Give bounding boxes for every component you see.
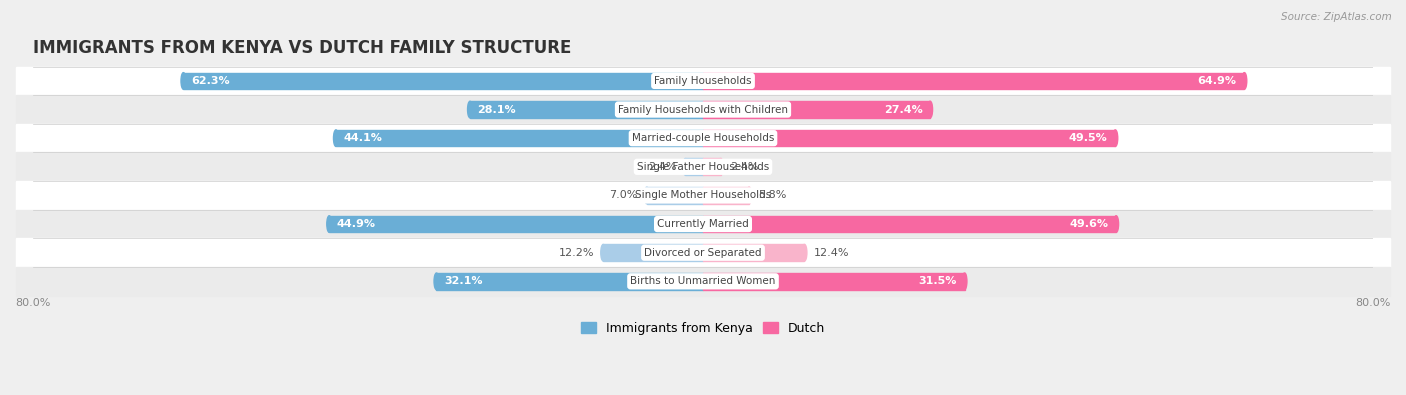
- Text: 32.1%: 32.1%: [444, 276, 482, 286]
- Text: Source: ZipAtlas.com: Source: ZipAtlas.com: [1281, 12, 1392, 22]
- Text: 49.5%: 49.5%: [1069, 133, 1108, 143]
- Legend: Immigrants from Kenya, Dutch: Immigrants from Kenya, Dutch: [576, 317, 830, 340]
- Bar: [15, 267, 1391, 295]
- Bar: [15, 152, 1391, 181]
- Circle shape: [801, 245, 807, 261]
- Circle shape: [468, 101, 472, 118]
- Text: 12.4%: 12.4%: [814, 248, 849, 258]
- Bar: [183, 73, 703, 89]
- Text: 12.2%: 12.2%: [558, 248, 595, 258]
- Circle shape: [683, 158, 688, 175]
- Bar: [15, 124, 1391, 152]
- Text: 44.1%: 44.1%: [343, 133, 382, 143]
- Text: 27.4%: 27.4%: [884, 105, 922, 115]
- Bar: [647, 187, 703, 204]
- Text: Family Households: Family Households: [654, 76, 752, 86]
- Text: 5.8%: 5.8%: [758, 190, 787, 200]
- Circle shape: [962, 273, 967, 290]
- Bar: [685, 158, 703, 175]
- Bar: [470, 101, 703, 118]
- Bar: [436, 273, 703, 290]
- Circle shape: [928, 101, 932, 118]
- Bar: [15, 181, 1391, 210]
- Text: 44.9%: 44.9%: [337, 219, 375, 229]
- Bar: [703, 101, 931, 118]
- Text: 7.0%: 7.0%: [609, 190, 638, 200]
- Bar: [703, 158, 721, 175]
- Circle shape: [1114, 130, 1118, 147]
- Text: Births to Unmarried Women: Births to Unmarried Women: [630, 276, 776, 286]
- Text: 28.1%: 28.1%: [478, 105, 516, 115]
- Bar: [336, 130, 703, 147]
- Text: 31.5%: 31.5%: [918, 276, 957, 286]
- Bar: [603, 245, 703, 261]
- Bar: [703, 187, 749, 204]
- Circle shape: [434, 273, 439, 290]
- Bar: [329, 216, 703, 232]
- Text: 2.4%: 2.4%: [730, 162, 758, 172]
- Bar: [703, 73, 1244, 89]
- Text: Divorced or Separated: Divorced or Separated: [644, 248, 762, 258]
- Text: 2.4%: 2.4%: [648, 162, 676, 172]
- Text: 64.9%: 64.9%: [1198, 76, 1237, 86]
- Bar: [15, 238, 1391, 267]
- Circle shape: [718, 158, 723, 175]
- Circle shape: [333, 130, 339, 147]
- Circle shape: [326, 216, 332, 232]
- Circle shape: [1114, 216, 1119, 232]
- Text: Single Mother Households: Single Mother Households: [636, 190, 770, 200]
- Circle shape: [747, 187, 752, 204]
- Text: Single Father Households: Single Father Households: [637, 162, 769, 172]
- Text: 49.6%: 49.6%: [1070, 219, 1108, 229]
- Bar: [703, 245, 804, 261]
- Text: 62.3%: 62.3%: [191, 76, 229, 86]
- Bar: [15, 210, 1391, 238]
- Circle shape: [1241, 73, 1247, 89]
- Bar: [703, 216, 1116, 232]
- Text: IMMIGRANTS FROM KENYA VS DUTCH FAMILY STRUCTURE: IMMIGRANTS FROM KENYA VS DUTCH FAMILY ST…: [32, 39, 571, 57]
- Circle shape: [181, 73, 186, 89]
- Circle shape: [600, 245, 606, 261]
- Bar: [703, 130, 1115, 147]
- Text: Family Households with Children: Family Households with Children: [619, 105, 787, 115]
- Text: Married-couple Households: Married-couple Households: [631, 133, 775, 143]
- Text: Currently Married: Currently Married: [657, 219, 749, 229]
- Bar: [703, 273, 965, 290]
- Circle shape: [644, 187, 650, 204]
- Bar: [15, 95, 1391, 124]
- Bar: [15, 67, 1391, 95]
